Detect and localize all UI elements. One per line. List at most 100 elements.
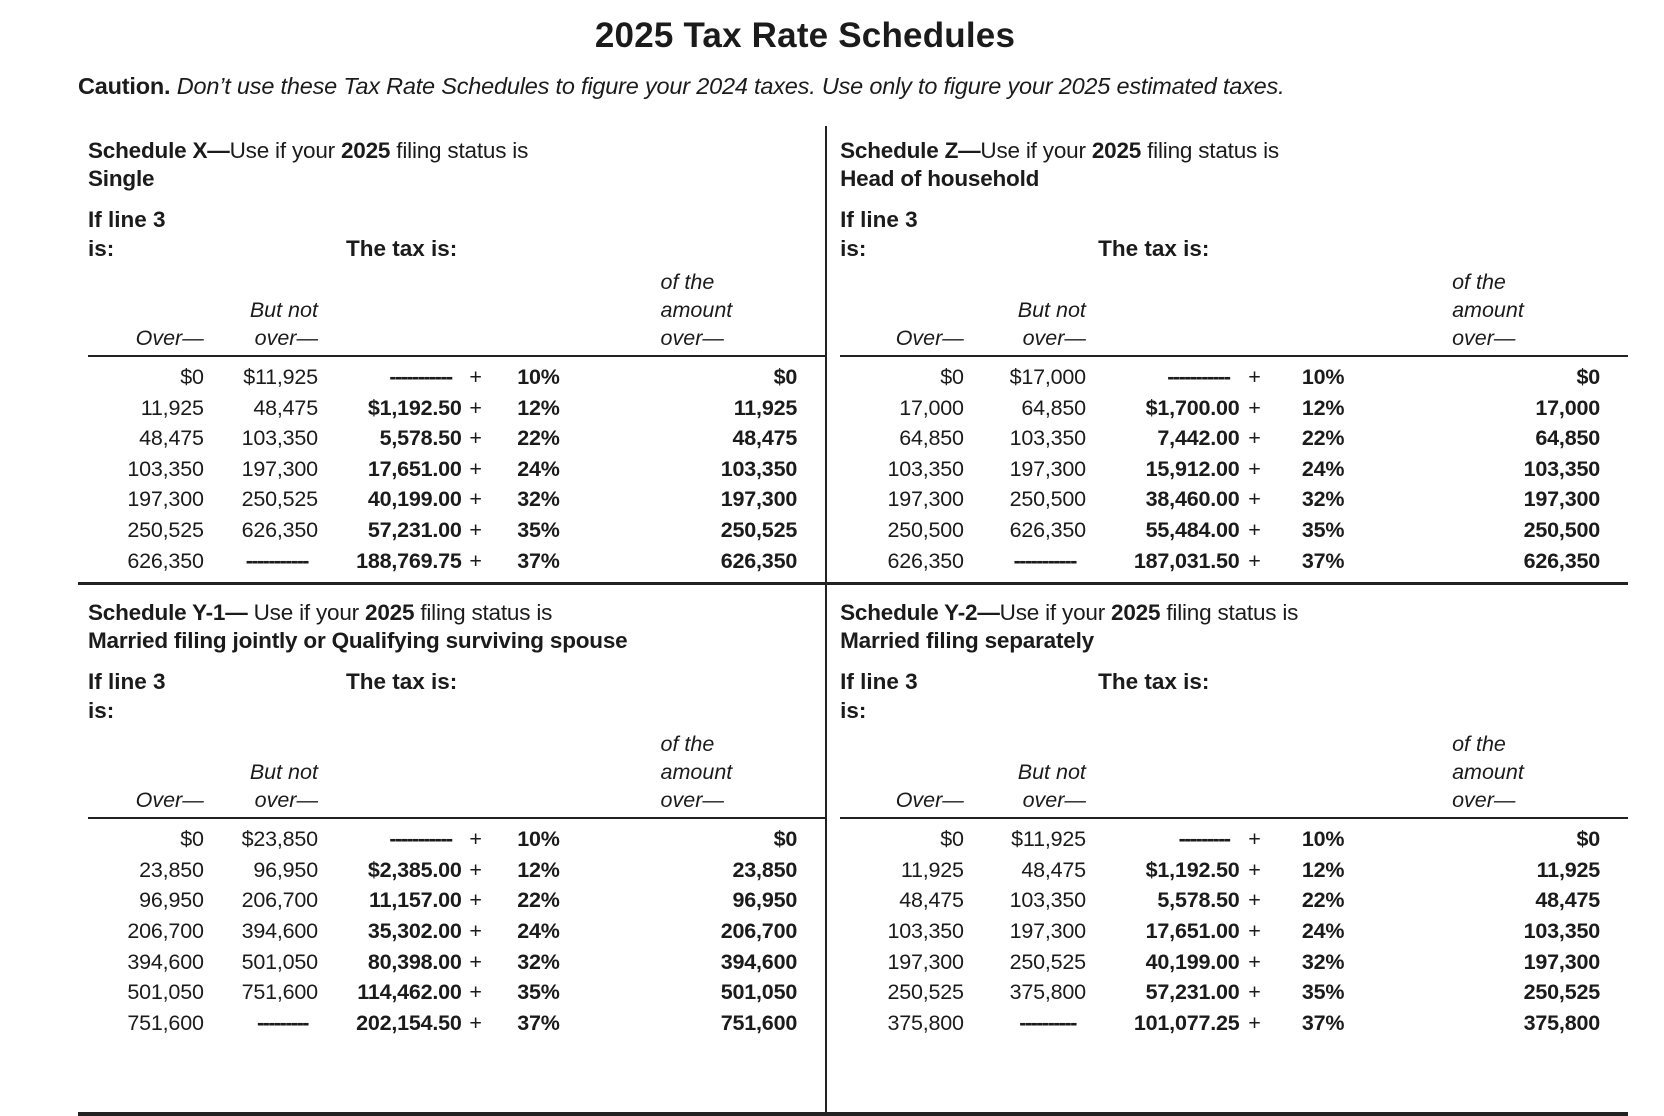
tax-is-label: The tax is: bbox=[346, 669, 458, 695]
table-label-row: If line 3 is: The tax is: bbox=[88, 668, 825, 725]
cell-but-not-over: 48,475 bbox=[1021, 857, 1086, 882]
schedule-heading: Schedule X—Use if your 2025 filing statu… bbox=[88, 137, 825, 193]
cell-plus-sign: + bbox=[469, 857, 482, 882]
schedule-heading-text: Use if your bbox=[980, 138, 1092, 163]
caution-label: Caution. bbox=[78, 73, 171, 99]
amount-over-column-header: of the amount over— bbox=[660, 270, 733, 350]
cell-tax-amount: 57,231.00 bbox=[367, 517, 462, 542]
schedule-heading-text: Use if your bbox=[247, 600, 365, 626]
cell-plus-sign: + bbox=[469, 888, 482, 913]
cell-tax-amount: 15,912.00 bbox=[1145, 456, 1240, 481]
table-row: 751,600 --------- 202,154.50 + 37% 751,6… bbox=[88, 1008, 825, 1039]
cell-over: 96,950 bbox=[139, 888, 204, 913]
schedules-grid: Schedule X—Use if your 2025 filing statu… bbox=[78, 117, 1628, 1116]
cell-tax-rate: 22% bbox=[1301, 426, 1345, 451]
cell-over: 48,475 bbox=[899, 888, 964, 913]
schedule-y2-panel: Schedule Y-2—Use if your 2025 filing sta… bbox=[825, 585, 1628, 1112]
table-label-row: If line 3 is: The tax is: bbox=[840, 206, 1628, 263]
cell-tax-amount: --------- bbox=[1178, 827, 1231, 852]
tax-is-label: The tax is: bbox=[346, 235, 458, 261]
cell-over: 250,525 bbox=[127, 517, 204, 542]
cell-but-not-over: 394,600 bbox=[241, 918, 319, 943]
table-row: 103,350 197,300 15,912.00 + 24% 103,350 bbox=[840, 454, 1628, 485]
cell-amount-over: 250,525 bbox=[1523, 980, 1601, 1005]
cell-amount-over: 394,600 bbox=[720, 949, 798, 974]
cell-but-not-over: ----------- bbox=[245, 548, 310, 573]
cell-tax-amount: 80,398.00 bbox=[367, 949, 462, 974]
cell-tax-rate: 35% bbox=[517, 517, 560, 542]
cell-plus-sign: + bbox=[1248, 827, 1261, 852]
cell-but-not-over: ---------- bbox=[1019, 1010, 1077, 1035]
cell-tax-rate: 10% bbox=[517, 365, 560, 389]
over-column-header: Over— bbox=[135, 788, 204, 813]
cell-plus-sign: + bbox=[469, 548, 482, 573]
table-row: 103,350 197,300 17,651.00 + 24% 103,350 bbox=[88, 454, 825, 485]
cell-plus-sign: + bbox=[1248, 949, 1261, 974]
cell-amount-over: 250,500 bbox=[1523, 517, 1601, 542]
cell-but-not-over: 626,350 bbox=[241, 517, 319, 542]
schedule-year: 2025 bbox=[340, 138, 391, 163]
schedule-name: Schedule Y-2— bbox=[840, 600, 1000, 626]
cell-but-not-over: $11,925 bbox=[1011, 827, 1086, 852]
cell-tax-rate: 12% bbox=[1301, 395, 1345, 420]
cell-over: $0 bbox=[180, 827, 204, 852]
cell-over: 626,350 bbox=[887, 548, 964, 573]
over-column-header: Over— bbox=[895, 788, 964, 813]
schedule-heading-text: Use if your bbox=[999, 600, 1112, 626]
cell-but-not-over: 48,475 bbox=[253, 395, 318, 420]
table-row: 394,600 501,050 80,398.00 + 32% 394,600 bbox=[88, 947, 825, 978]
column-headers: Over— But not over— of the amount over— bbox=[840, 268, 1628, 357]
cell-tax-amount: 55,484.00 bbox=[1145, 517, 1240, 542]
cell-amount-over: 626,350 bbox=[720, 548, 798, 573]
caution-text: Don’t use these Tax Rate Schedules to fi… bbox=[170, 73, 1285, 99]
schedule-heading-tail: filing status is bbox=[1141, 138, 1279, 163]
cell-amount-over: 206,700 bbox=[720, 918, 798, 943]
table-row: 626,350 ----------- 187,031.50 + 37% 626… bbox=[840, 546, 1628, 577]
cell-plus-sign: + bbox=[1248, 517, 1261, 542]
cell-amount-over: 17,000 bbox=[1535, 395, 1600, 420]
cell-amount-over: 250,525 bbox=[720, 517, 798, 542]
cell-tax-amount: 17,651.00 bbox=[1145, 918, 1240, 943]
over-column-header: Over— bbox=[895, 326, 964, 350]
cell-tax-amount: 57,231.00 bbox=[1145, 980, 1240, 1005]
cell-plus-sign: + bbox=[469, 426, 482, 451]
cell-plus-sign: + bbox=[1248, 980, 1261, 1005]
cell-but-not-over: 751,600 bbox=[241, 980, 319, 1005]
cell-tax-rate: 37% bbox=[517, 1010, 560, 1035]
caution-note: Caution. Don’t use these Tax Rate Schedu… bbox=[78, 73, 1628, 100]
cell-amount-over: 64,850 bbox=[1535, 426, 1600, 451]
table-row: 48,475 103,350 5,578.50 + 22% 48,475 bbox=[840, 885, 1628, 916]
cell-but-not-over: $11,925 bbox=[243, 365, 318, 389]
cell-plus-sign: + bbox=[469, 949, 482, 974]
filing-status: Head of household bbox=[840, 166, 1040, 191]
tax-is-label: The tax is: bbox=[1098, 669, 1210, 695]
cell-amount-over: 23,850 bbox=[732, 857, 798, 882]
schedule-year: 2025 bbox=[1091, 138, 1142, 163]
schedule-name: Schedule Y-1— bbox=[88, 600, 248, 626]
cell-amount-over: 197,300 bbox=[1523, 487, 1601, 512]
cell-over: 375,800 bbox=[887, 1010, 964, 1035]
cell-over: 48,475 bbox=[139, 426, 204, 451]
cell-but-not-over: 626,350 bbox=[1009, 517, 1087, 542]
cell-over: 626,350 bbox=[127, 548, 204, 573]
schedule-y1-panel: Schedule Y-1— Use if your 2025 filing st… bbox=[78, 585, 826, 1112]
cell-tax-rate: 32% bbox=[517, 949, 560, 974]
table-row: 501,050 751,600 114,462.00 + 35% 501,050 bbox=[88, 977, 825, 1008]
cell-tax-rate: 35% bbox=[1301, 980, 1345, 1005]
cell-tax-rate: 10% bbox=[1301, 827, 1345, 852]
cell-but-not-over: 197,300 bbox=[1009, 918, 1087, 943]
amount-over-column-header: of the amount over— bbox=[660, 732, 733, 813]
cell-but-not-over: 197,300 bbox=[241, 456, 319, 481]
table-row: $0 $23,850 ----------- + 10% $0 bbox=[88, 824, 825, 855]
cell-tax-rate: 24% bbox=[517, 918, 560, 943]
cell-over: 17,000 bbox=[899, 395, 964, 420]
cell-plus-sign: + bbox=[1248, 487, 1261, 512]
cell-plus-sign: + bbox=[469, 487, 482, 512]
table-row: 626,350 ----------- 188,769.75 + 37% 626… bbox=[88, 546, 825, 577]
cell-plus-sign: + bbox=[1248, 365, 1261, 389]
schedule-heading: Schedule Y-1— Use if your 2025 filing st… bbox=[88, 599, 825, 655]
cell-over: 197,300 bbox=[887, 487, 964, 512]
cell-plus-sign: + bbox=[1248, 456, 1261, 481]
cell-tax-rate: 32% bbox=[1301, 949, 1345, 974]
but-not-over-column-header: But not over— bbox=[249, 298, 318, 350]
